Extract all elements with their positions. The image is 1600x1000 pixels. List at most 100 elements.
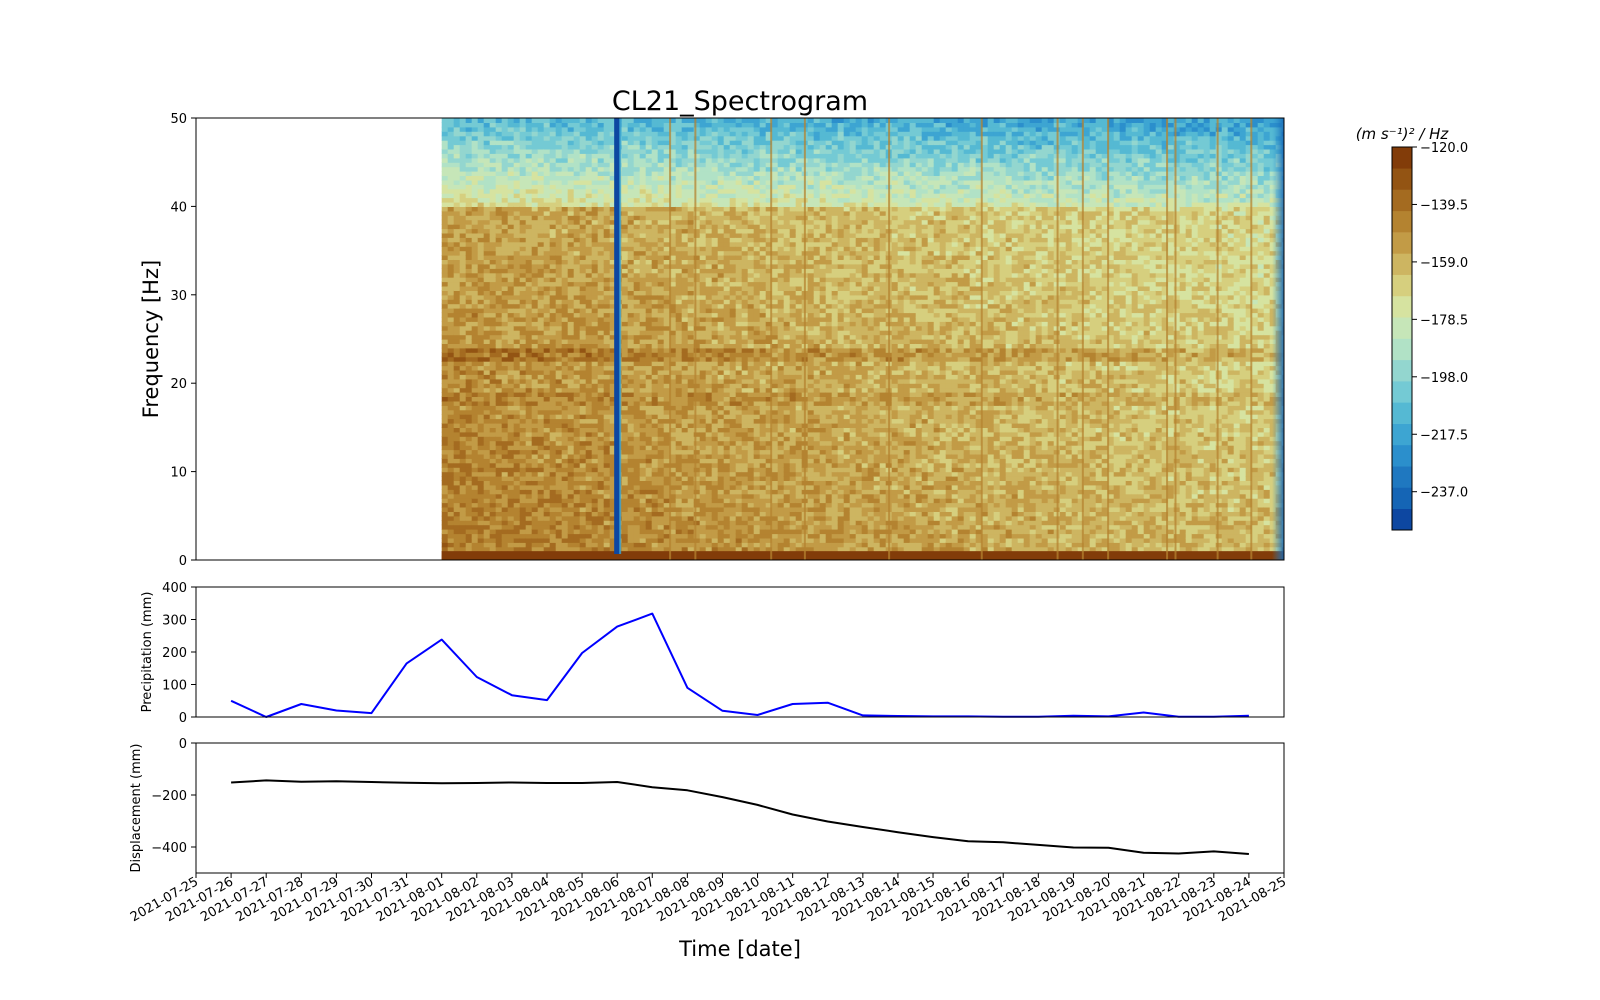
- spectrogram-cell: [651, 157, 659, 163]
- spectrogram-cell: [621, 303, 629, 309]
- spectrogram-cell: [675, 507, 683, 512]
- spectrogram-cell: [675, 445, 683, 451]
- spectrogram-cell: [717, 458, 725, 464]
- spectrogram-cell: [459, 277, 467, 283]
- spectrogram-cell: [561, 352, 569, 358]
- spectrogram-cell: [693, 520, 701, 526]
- spectrogram-cell: [579, 171, 587, 176]
- spectrogram-cell: [699, 122, 707, 128]
- spectrogram-cell: [555, 126, 563, 132]
- spectrogram-cell: [537, 237, 545, 243]
- spectrogram-cell: [441, 520, 449, 526]
- spectrogram-cell: [717, 171, 725, 176]
- spectrogram-cell: [453, 524, 461, 530]
- spectrogram-cell: [549, 480, 557, 486]
- spectrogram-cell: [495, 281, 503, 287]
- spectrogram-cell: [723, 418, 731, 424]
- spectrogram-cell: [525, 374, 533, 380]
- spectrogram-cell: [501, 383, 509, 389]
- spectrogram-cell: [519, 524, 527, 530]
- spectrogram-cell: [705, 343, 713, 349]
- spectrogram-cell: [669, 157, 677, 163]
- spectrogram-cell: [705, 476, 713, 481]
- spectrogram-cell: [507, 396, 515, 402]
- spectrogram-cell: [651, 445, 659, 451]
- spectrogram-cell: [657, 467, 665, 473]
- spectrogram-cell: [585, 396, 593, 402]
- spectrogram-cell: [687, 188, 695, 194]
- spectrogram-cell: [573, 255, 581, 260]
- spectrogram-cell: [513, 361, 521, 367]
- spectrogram-cell: [633, 135, 641, 141]
- spectrogram-cell: [561, 268, 569, 274]
- spectrogram-cell: [639, 334, 647, 340]
- spectrogram-cell: [609, 471, 617, 477]
- spectrogram-cell: [489, 303, 497, 309]
- spectrogram-cell: [525, 259, 533, 265]
- spectrogram-cell: [603, 135, 611, 141]
- spectrogram-cell: [573, 462, 581, 468]
- spectrogram-cell: [501, 396, 509, 402]
- spectrogram-cell: [663, 392, 671, 397]
- spectrogram-cell: [525, 383, 533, 389]
- spectrogram-cell: [507, 179, 515, 185]
- spectrogram-cell: [657, 325, 665, 331]
- spectrogram-cell: [657, 476, 665, 481]
- spectrogram-cell: [663, 290, 671, 296]
- spectrogram-cell: [471, 157, 479, 163]
- spectrogram-cell: [645, 414, 653, 420]
- spectrogram-cell: [513, 281, 521, 287]
- spectrogram-cell: [585, 215, 593, 221]
- spectrogram-cell: [543, 449, 551, 455]
- spectrogram-cell: [465, 224, 473, 230]
- spectrogram-cell: [549, 303, 557, 309]
- spectrogram-cell: [513, 471, 521, 477]
- spectrogram-cell: [459, 400, 467, 406]
- spectrogram-cell: [711, 259, 719, 265]
- spectrogram-cell: [681, 277, 689, 283]
- spectrogram-cell: [537, 286, 545, 291]
- spectrogram-cell: [735, 202, 743, 207]
- spectrogram-cell: [471, 369, 479, 375]
- spectrogram-cell: [441, 392, 449, 397]
- spectrogram-cell: [507, 423, 515, 428]
- spectrogram-cell: [663, 339, 671, 344]
- spectrogram-cell: [465, 290, 473, 296]
- spectrogram-cell: [711, 423, 719, 428]
- spectrogram-cell: [693, 325, 701, 331]
- spectrogram-cell: [693, 219, 701, 225]
- spectrogram-cell: [519, 312, 527, 318]
- spectrogram-cell: [465, 400, 473, 406]
- spectrogram-cell: [477, 524, 485, 530]
- spectrogram-cell: [573, 175, 581, 181]
- spectrogram-cell: [717, 224, 725, 230]
- spectrogram-cell: [669, 378, 677, 384]
- spectrogram-cell: [555, 445, 563, 451]
- spectrogram-cell: [705, 361, 713, 367]
- spectrogram-cell: [591, 312, 599, 318]
- spectrogram-cell: [549, 524, 557, 530]
- spectrogram-cell: [687, 339, 695, 344]
- spectrogram-cell: [513, 175, 521, 181]
- spectrogram-cell: [459, 303, 467, 309]
- spectrogram-cell: [639, 268, 647, 274]
- spectrogram-cell: [519, 148, 527, 154]
- spectrogram-cell: [717, 484, 725, 490]
- spectrogram-cell: [507, 533, 515, 539]
- spectrogram-cell: [501, 321, 509, 327]
- spectrogram-cell: [525, 520, 533, 526]
- spectrogram-cell: [699, 126, 707, 132]
- spectrogram-cell: [639, 126, 647, 132]
- spectrogram-cell: [675, 546, 683, 552]
- spectrogram-cell: [531, 325, 539, 331]
- spectrogram-cell: [717, 383, 725, 389]
- spectrogram-cell: [459, 157, 467, 163]
- spectrogram-cell: [447, 440, 455, 446]
- spectrogram-cell: [525, 387, 533, 393]
- spectrogram-cell: [537, 462, 545, 468]
- spectrogram-cell: [651, 352, 659, 358]
- spectrogram-cell: [663, 369, 671, 375]
- spectrogram-cell: [681, 515, 689, 521]
- spectrogram-cell: [687, 228, 695, 234]
- spectrogram-cell: [585, 255, 593, 260]
